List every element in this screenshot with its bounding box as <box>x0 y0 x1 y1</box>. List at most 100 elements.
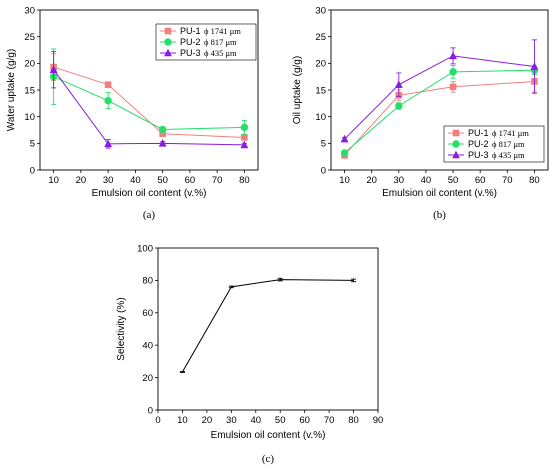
x-tick-label: 80 <box>529 175 540 186</box>
y-tick-label: 25 <box>24 32 35 43</box>
x-tick-label: 10 <box>177 415 188 426</box>
series-pu-3 <box>49 51 249 149</box>
plot-frame <box>157 247 379 411</box>
series-line <box>53 66 245 138</box>
data-point <box>158 125 167 134</box>
legend-label: PU-2 <box>468 139 489 149</box>
panel-label: (b) <box>433 209 446 221</box>
y-tick-label: 0 <box>30 165 35 176</box>
x-tick-label: 50 <box>275 415 286 426</box>
x-tick-label: 30 <box>226 415 237 426</box>
data-point <box>449 83 457 91</box>
data-point <box>449 51 457 60</box>
x-axis-label: Emulsion oil content (v.%) <box>211 430 326 441</box>
y-tick-label: 10 <box>24 112 35 123</box>
legend-label-size: ϕ 435 μm <box>492 150 525 160</box>
data-point <box>449 68 457 76</box>
x-tick-label: 50 <box>448 175 459 186</box>
series-line <box>344 69 535 154</box>
legend-label: PU-1 <box>468 128 489 138</box>
data-point <box>340 134 349 143</box>
chart-panel-c: 0 10 20 30 40 50 60 70 80 90 0 20 40 60 80 100 Emulsion … <box>116 243 383 465</box>
x-tick-label: 20 <box>76 175 87 186</box>
x-tick-label: 10 <box>48 175 59 186</box>
data-point <box>394 80 403 88</box>
legend-swatch-marker <box>452 129 460 137</box>
legend-swatch-marker <box>452 140 460 148</box>
data-point <box>158 139 167 147</box>
x-tick-label: 70 <box>212 175 223 186</box>
x-tick-label: 70 <box>324 415 335 426</box>
legend-label-size: ϕ 817 μm <box>204 37 237 47</box>
legend-label: PU-3 <box>468 150 489 160</box>
y-tick-label: 0 <box>148 405 153 416</box>
legend-swatch-marker <box>164 48 172 57</box>
legend-label: PU-2 <box>180 37 201 47</box>
y-tick-label: 30 <box>315 5 326 16</box>
series-line <box>344 55 535 140</box>
x-tick-label: 50 <box>157 175 168 186</box>
x-axis-label: Emulsion oil content (v.%) <box>382 188 497 199</box>
y-tick-label: 40 <box>142 341 153 352</box>
data-point <box>240 123 249 132</box>
legend-swatch-marker <box>164 38 172 46</box>
y-tick-label: 80 <box>142 276 153 287</box>
y-tick-label: 100 <box>137 243 153 254</box>
data-point <box>104 81 112 88</box>
x-tick-label: 40 <box>130 175 141 186</box>
legend-label: PU-3 <box>180 48 201 58</box>
x-tick-label: 10 <box>339 175 350 186</box>
y-tick-label: 20 <box>315 59 326 70</box>
data-point <box>395 102 403 110</box>
x-tick-label: 80 <box>239 175 250 186</box>
x-tick-label: 40 <box>250 415 261 426</box>
y-tick-label: 15 <box>315 85 326 96</box>
data-point <box>530 62 539 70</box>
legend-label-size: ϕ 435 μm <box>204 48 237 58</box>
y-tick-label: 60 <box>142 308 153 319</box>
x-tick-label: 60 <box>475 175 486 186</box>
x-tick-label: 0 <box>155 415 160 426</box>
data-point <box>104 96 112 105</box>
y-axis-label: Selectivity (%) <box>116 297 127 360</box>
x-tick-label: 90 <box>373 415 384 426</box>
legend-label: PU-1 <box>180 26 201 36</box>
x-tick-label: 30 <box>103 175 114 186</box>
data-point <box>159 130 166 138</box>
y-tick-label: 30 <box>24 5 35 16</box>
x-tick-label: 20 <box>366 175 377 186</box>
chart-panel-b: 10 20 30 40 50 60 70 80 0 5 10 15 20 25 30 Emulsion oil… <box>292 5 549 221</box>
legend-swatch-marker <box>452 150 460 159</box>
y-tick-label: 5 <box>30 139 35 150</box>
legend-label-size: ϕ 1741 μm <box>492 128 529 138</box>
y-tick-label: 20 <box>142 373 153 384</box>
legend-swatch-marker <box>164 27 172 35</box>
data-point <box>340 149 349 157</box>
series-pu-3 <box>340 39 539 143</box>
y-axis-label: Water uptake (g/g) <box>6 49 17 131</box>
x-tick-label: 30 <box>394 175 405 186</box>
series-line <box>182 279 354 373</box>
y-tick-label: 5 <box>321 139 326 150</box>
legend-label-size: ϕ 1741 μm <box>204 26 241 36</box>
panel-label: (c) <box>262 453 275 465</box>
y-tick-label: 20 <box>24 59 35 70</box>
legend-label-size: ϕ 817 μm <box>492 139 525 149</box>
x-tick-label: 60 <box>299 415 310 426</box>
x-tick-label: 20 <box>202 415 213 426</box>
data-point <box>104 139 113 148</box>
series-line <box>53 76 245 130</box>
series-line <box>344 80 535 156</box>
y-axis-label: Oil uptake (g/g) <box>292 56 303 124</box>
x-axis-label: Emulsion oil content (v.%) <box>92 188 207 199</box>
y-tick-label: 0 <box>321 165 326 176</box>
data-point <box>240 140 249 149</box>
x-tick-label: 40 <box>421 175 432 186</box>
x-tick-label: 70 <box>502 175 513 186</box>
series-line <box>53 69 245 146</box>
x-tick-label: 60 <box>185 175 196 186</box>
y-tick-label: 10 <box>315 112 326 123</box>
